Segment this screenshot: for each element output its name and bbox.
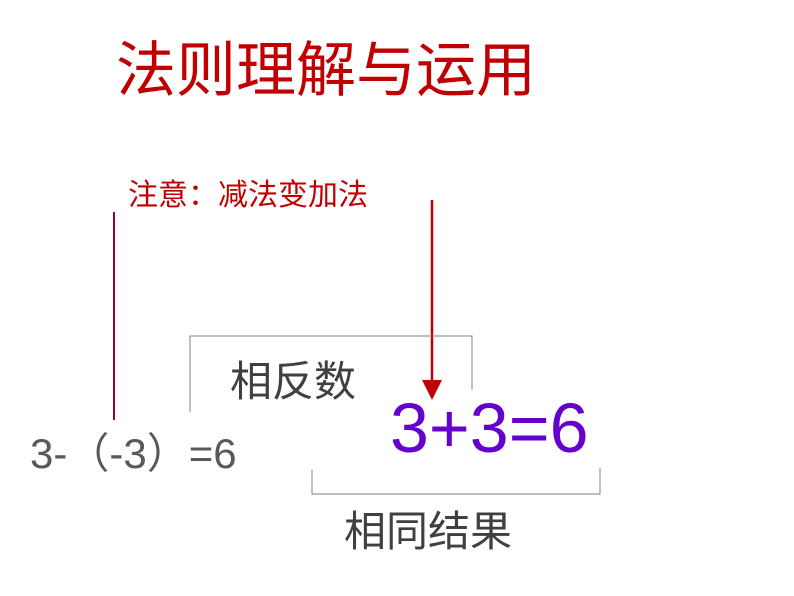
- bracket-polyline-bottom: [312, 468, 600, 494]
- bottom-bracket-line: [0, 0, 794, 596]
